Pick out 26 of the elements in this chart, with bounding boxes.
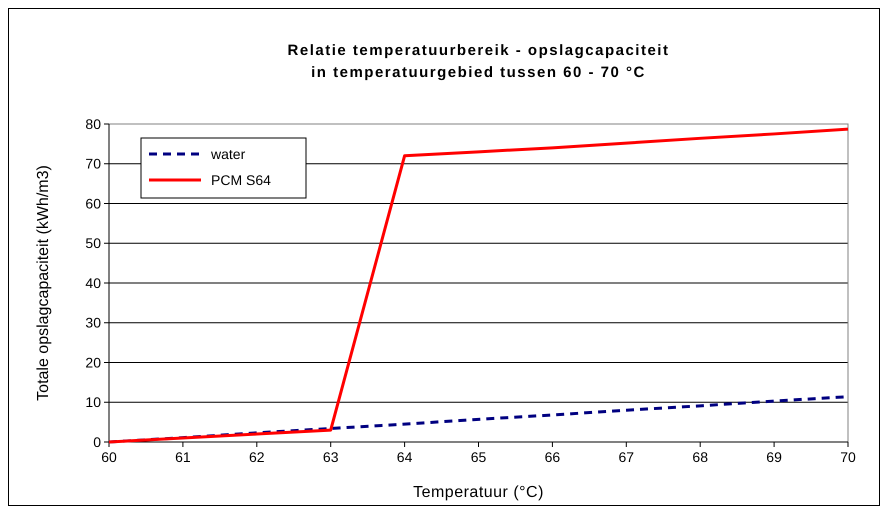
x-tick-label: 68 (692, 449, 708, 465)
y-tick-label: 10 (85, 394, 102, 410)
x-tick-label: 61 (175, 449, 191, 465)
x-tick-label: 69 (766, 449, 782, 465)
x-tick-label: 60 (101, 449, 117, 465)
x-tick-label: 62 (249, 449, 265, 465)
x-tick-label: 67 (618, 449, 634, 465)
line-series (108, 128, 850, 444)
y-tick-label: 70 (85, 156, 102, 172)
y-tick-label: 60 (85, 195, 102, 212)
x-tick-label: 70 (840, 449, 856, 465)
x-tick-label: 65 (470, 449, 486, 465)
x-tick-label: 63 (322, 449, 339, 465)
x-tick-label: 64 (396, 449, 413, 465)
legend-label: water (210, 146, 246, 162)
chart-title: Relatie temperatuurbereik - opslagcapaciteit in temperatuurgebied tussen 60 - 70 °C (288, 42, 670, 81)
y-tick-label: 40 (85, 274, 102, 291)
y-tick-label: 0 (93, 434, 102, 450)
legend-label: PCM S64 (211, 172, 272, 188)
x-tick-label: 66 (544, 449, 560, 465)
y-tick-label: 80 (85, 116, 102, 132)
y-tick-label: 50 (85, 235, 102, 252)
y-tick-label: 30 (85, 314, 102, 331)
y-axis-title: Totale opslagcapaciteit (kWh/m3) (35, 165, 52, 401)
x-axis-title: Temperatuur (°C) (413, 484, 544, 501)
y-tick-label: 20 (85, 354, 102, 370)
